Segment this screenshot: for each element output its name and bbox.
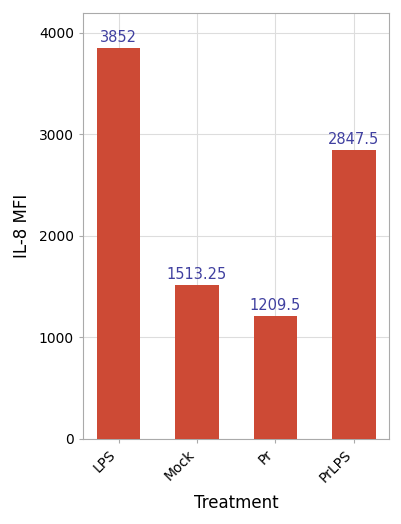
X-axis label: Treatment: Treatment: [193, 494, 278, 511]
Bar: [175, 285, 218, 439]
Bar: [97, 48, 140, 439]
Bar: [253, 316, 296, 439]
Y-axis label: IL-8 MFI: IL-8 MFI: [12, 193, 30, 258]
Text: 3852: 3852: [100, 30, 137, 45]
Bar: [332, 150, 375, 439]
Text: 1513.25: 1513.25: [166, 267, 227, 282]
Text: 1209.5: 1209.5: [249, 298, 300, 313]
Text: 2847.5: 2847.5: [328, 132, 379, 147]
